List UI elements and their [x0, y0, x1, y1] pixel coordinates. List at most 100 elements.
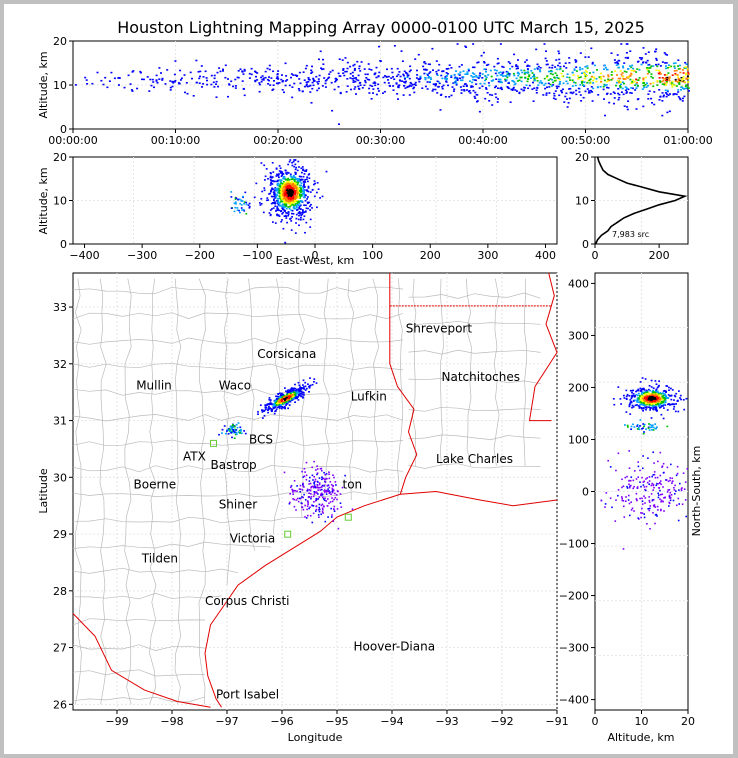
ew-xtick-label: −100	[242, 249, 272, 262]
source-dot	[342, 72, 345, 74]
source-dot	[656, 84, 659, 86]
source-dot	[547, 82, 550, 85]
source-dot	[300, 187, 302, 189]
source-dot	[355, 77, 357, 79]
source-dot	[361, 87, 364, 89]
source-dot	[305, 64, 308, 67]
source-dot	[281, 188, 284, 190]
source-dot	[504, 78, 507, 81]
source-dot	[561, 70, 564, 72]
source-dot	[307, 383, 309, 385]
source-dot	[424, 62, 427, 65]
source-dot	[509, 101, 512, 103]
source-dot	[643, 516, 646, 519]
source-dot	[277, 197, 280, 200]
source-dot	[199, 75, 201, 78]
source-dot	[619, 85, 621, 87]
source-dot	[591, 100, 594, 102]
source-dot	[495, 78, 498, 80]
source-dot	[219, 70, 222, 73]
source-dot	[677, 91, 680, 93]
source-dot	[564, 62, 567, 64]
source-dot	[309, 377, 311, 379]
source-dot	[300, 395, 303, 398]
source-dot	[398, 71, 401, 73]
county-line	[174, 278, 182, 705]
source-dot	[243, 210, 246, 212]
source-dot	[363, 68, 366, 70]
source-dot	[659, 403, 661, 406]
source-dot	[629, 50, 632, 52]
source-dot	[631, 406, 633, 409]
source-dot	[685, 63, 688, 65]
source-dot	[334, 80, 337, 83]
source-dot	[688, 90, 690, 92]
source-dot	[615, 64, 618, 66]
source-dot	[312, 486, 315, 489]
source-dot	[315, 382, 318, 384]
source-dot	[285, 181, 288, 183]
source-dot	[331, 514, 333, 516]
source-dot	[171, 85, 174, 88]
source-dot	[522, 89, 525, 92]
source-dot	[607, 459, 609, 462]
source-dot	[579, 94, 582, 96]
source-dot	[602, 85, 605, 88]
source-dot	[652, 484, 655, 487]
source-dot	[454, 80, 457, 82]
source-dot	[387, 75, 390, 78]
source-dot	[324, 478, 327, 480]
source-dot	[403, 77, 406, 79]
source-dot	[319, 50, 322, 53]
source-dot	[668, 76, 671, 78]
source-dot	[650, 493, 653, 495]
source-dot	[169, 80, 172, 82]
source-dot	[293, 179, 296, 181]
source-dot	[542, 94, 545, 96]
source-dot	[685, 515, 687, 518]
source-dot	[322, 496, 324, 499]
source-dot	[248, 202, 251, 205]
source-dot	[680, 398, 682, 401]
source-dot	[658, 384, 660, 387]
source-dot	[254, 70, 256, 73]
source-dot	[474, 97, 477, 99]
source-dot	[213, 74, 216, 77]
source-dot	[616, 61, 619, 63]
source-dot	[237, 70, 240, 72]
source-dot	[268, 76, 270, 78]
source-dot	[339, 91, 342, 94]
map-label: Boerne	[134, 478, 177, 492]
source-dot	[483, 62, 486, 64]
source-dot	[669, 491, 672, 494]
source-dot	[652, 405, 654, 408]
source-dot	[235, 423, 238, 426]
source-dot	[281, 74, 283, 76]
source-dot	[659, 397, 662, 399]
source-dot	[515, 67, 518, 70]
source-dot	[445, 72, 448, 74]
source-dot	[669, 479, 671, 482]
source-dot	[637, 388, 640, 391]
source-dot	[312, 495, 315, 498]
source-dot	[234, 425, 236, 428]
source-dot	[445, 78, 448, 81]
source-dot	[460, 79, 463, 82]
source-dot	[300, 217, 302, 219]
source-dot	[374, 84, 377, 87]
time-alt-ytick-label: 0	[60, 123, 67, 136]
source-dot	[283, 195, 286, 197]
source-dot	[118, 84, 120, 86]
source-dot	[311, 81, 314, 84]
source-dot	[300, 175, 303, 178]
source-dot	[302, 483, 304, 486]
source-dot	[274, 202, 277, 204]
source-dot	[659, 451, 662, 454]
source-dot	[179, 79, 182, 81]
source-dot	[215, 96, 218, 98]
source-dot	[273, 180, 275, 183]
source-dot	[281, 406, 284, 408]
source-dot	[651, 399, 654, 402]
source-dot	[545, 94, 548, 96]
source-dot	[630, 484, 632, 487]
